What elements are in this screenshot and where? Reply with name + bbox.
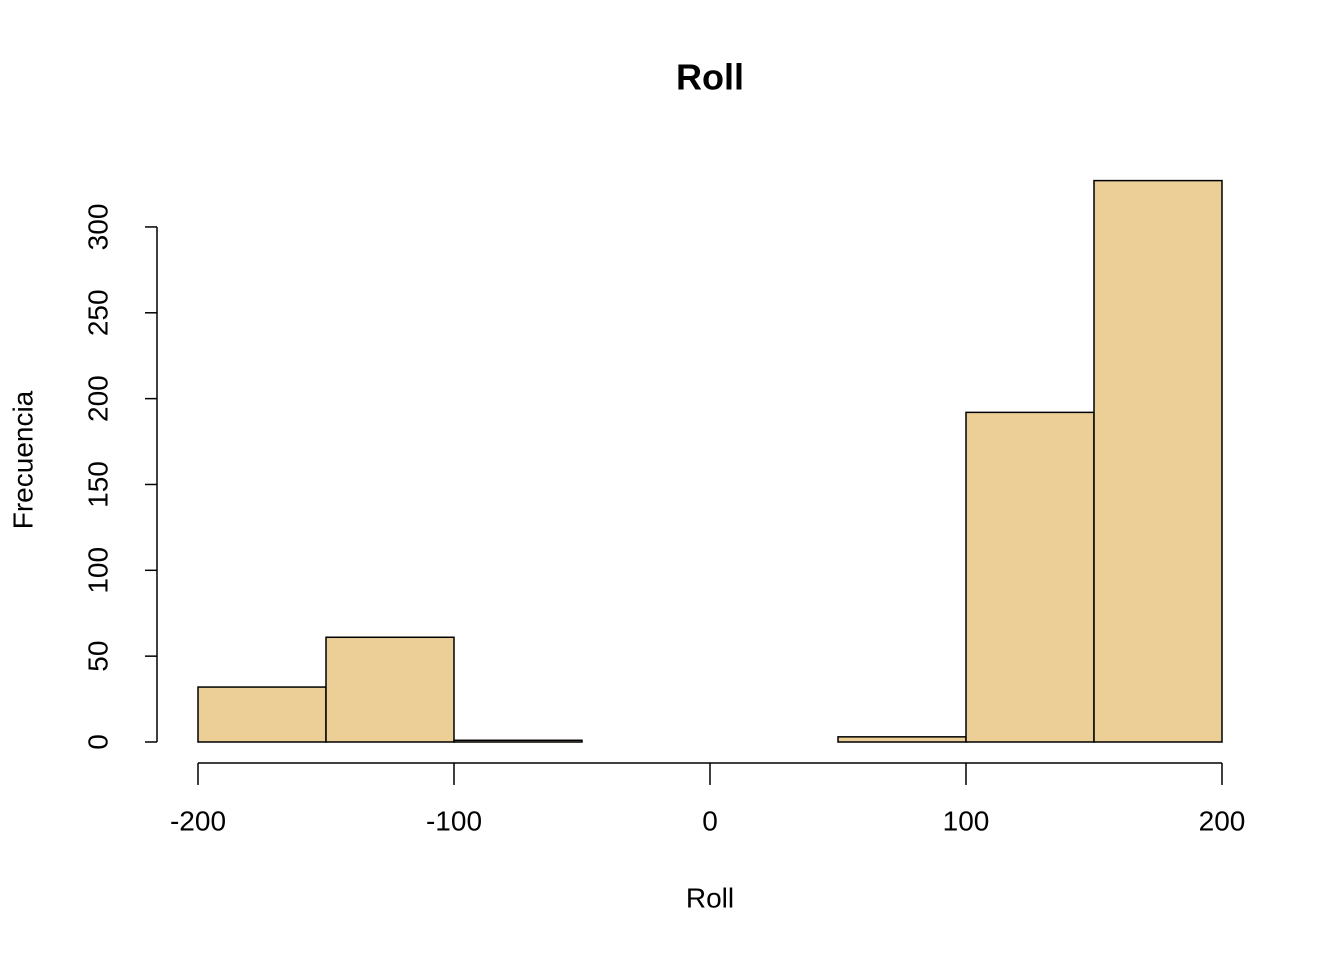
y-axis-label: Frecuencia (7, 390, 38, 529)
chart-title: Roll (676, 57, 744, 98)
x-tick-label: -200 (170, 805, 226, 836)
x-axis-label: Roll (686, 882, 734, 913)
x-tick-label: 0 (702, 805, 718, 836)
bar (1093, 179, 1223, 743)
y-tick-label: 200 (82, 375, 113, 422)
x-tick-label: 200 (1199, 805, 1246, 836)
x-tick-label: 100 (943, 805, 990, 836)
bar (453, 739, 583, 743)
bar (197, 686, 327, 743)
bar (965, 411, 1095, 743)
y-tick-label: 150 (82, 461, 113, 508)
y-tick-label: 100 (82, 547, 113, 594)
y-tick-label: 300 (82, 204, 113, 251)
y-tick-label: 50 (82, 641, 113, 672)
y-tick-label: 0 (82, 734, 113, 750)
x-tick-label: -100 (426, 805, 482, 836)
bar (837, 736, 967, 743)
y-tick-label: 250 (82, 289, 113, 336)
bar (325, 636, 455, 743)
